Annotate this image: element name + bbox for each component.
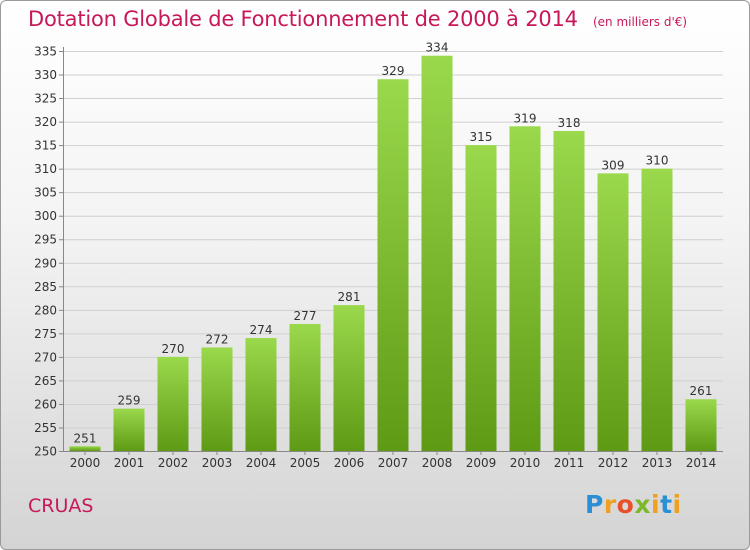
data-label: 309: [602, 158, 625, 172]
x-tick-label: 2002: [158, 456, 189, 470]
chart-unit: (en milliers d'€): [592, 15, 688, 29]
y-tick-label: 290: [34, 256, 57, 270]
data-label: 251: [74, 431, 97, 445]
data-label: 315: [470, 130, 493, 144]
data-label: 319: [514, 111, 537, 125]
x-tick-label: 2006: [334, 456, 365, 470]
data-label: 277: [294, 309, 317, 323]
bars: [69, 55, 717, 452]
y-tick-label: 310: [34, 162, 57, 176]
data-label: 334: [426, 41, 449, 55]
y-tick-label: 250: [34, 445, 57, 459]
x-tick-label: 2012: [598, 456, 629, 470]
y-tick-label: 335: [34, 45, 57, 59]
data-label: 310: [646, 154, 669, 168]
chart-title: Dotation Globale de Fonctionnement de 20…: [28, 7, 578, 31]
y-tick-label: 275: [34, 327, 57, 341]
y-tick-label: 265: [34, 374, 57, 388]
x-tick-label: 2003: [202, 456, 233, 470]
y-tick-label: 295: [34, 233, 57, 247]
data-label: 318: [558, 116, 581, 130]
data-label: 274: [250, 323, 273, 337]
y-tick-label: 315: [34, 139, 57, 153]
title-row: Dotation Globale de Fonctionnement de 20…: [28, 7, 687, 31]
x-tick-label: 2010: [510, 456, 541, 470]
y-tick-label: 325: [34, 92, 57, 106]
y-tick-label: 280: [34, 303, 57, 317]
bar: [377, 79, 409, 451]
y-tick-label: 260: [34, 397, 57, 411]
y-tick-label: 270: [34, 350, 57, 364]
y-tick-label: 285: [34, 280, 57, 294]
x-tick-label: 2008: [422, 456, 453, 470]
data-label: 261: [690, 384, 713, 398]
x-tick-label: 2005: [290, 456, 321, 470]
x-tick-label: 2013: [642, 456, 673, 470]
y-tick-label: 300: [34, 209, 57, 223]
x-tick-label: 2000: [70, 456, 101, 470]
data-label: 259: [118, 394, 141, 408]
x-tick-label: 2004: [246, 456, 277, 470]
axes: [59, 47, 723, 455]
bar: [157, 356, 189, 451]
x-tick-label: 2007: [378, 456, 409, 470]
commune-name: CRUAS: [28, 495, 94, 517]
y-tick-label: 330: [34, 68, 57, 82]
x-tick-label: 2009: [466, 456, 497, 470]
bar: [553, 131, 585, 451]
bar: [421, 55, 453, 452]
data-label: 329: [382, 64, 405, 78]
labels: 250 255 260 265 270 275 280 285 290 295 300 305 310 3…: [34, 41, 716, 470]
bar: [597, 173, 629, 451]
bar: [465, 145, 497, 451]
bar: [113, 408, 145, 451]
bar: [685, 399, 717, 451]
data-label: 281: [338, 290, 361, 304]
x-tick-label: 2014: [686, 456, 717, 470]
x-tick-label: 2011: [554, 456, 585, 470]
bar: [641, 168, 673, 451]
proxiti-logo[interactable]: Proxiti: [585, 490, 682, 519]
y-tick-label: 320: [34, 115, 57, 129]
data-label: 270: [162, 342, 185, 356]
y-tick-label: 305: [34, 186, 57, 200]
y-tick-label: 255: [34, 421, 57, 435]
bar: [69, 446, 101, 451]
bar: [509, 126, 541, 451]
bar: [289, 323, 321, 451]
x-tick-label: 2001: [114, 456, 145, 470]
bar: [245, 338, 277, 451]
bar: [201, 347, 233, 451]
data-label: 272: [206, 332, 229, 346]
bar: [333, 305, 365, 451]
